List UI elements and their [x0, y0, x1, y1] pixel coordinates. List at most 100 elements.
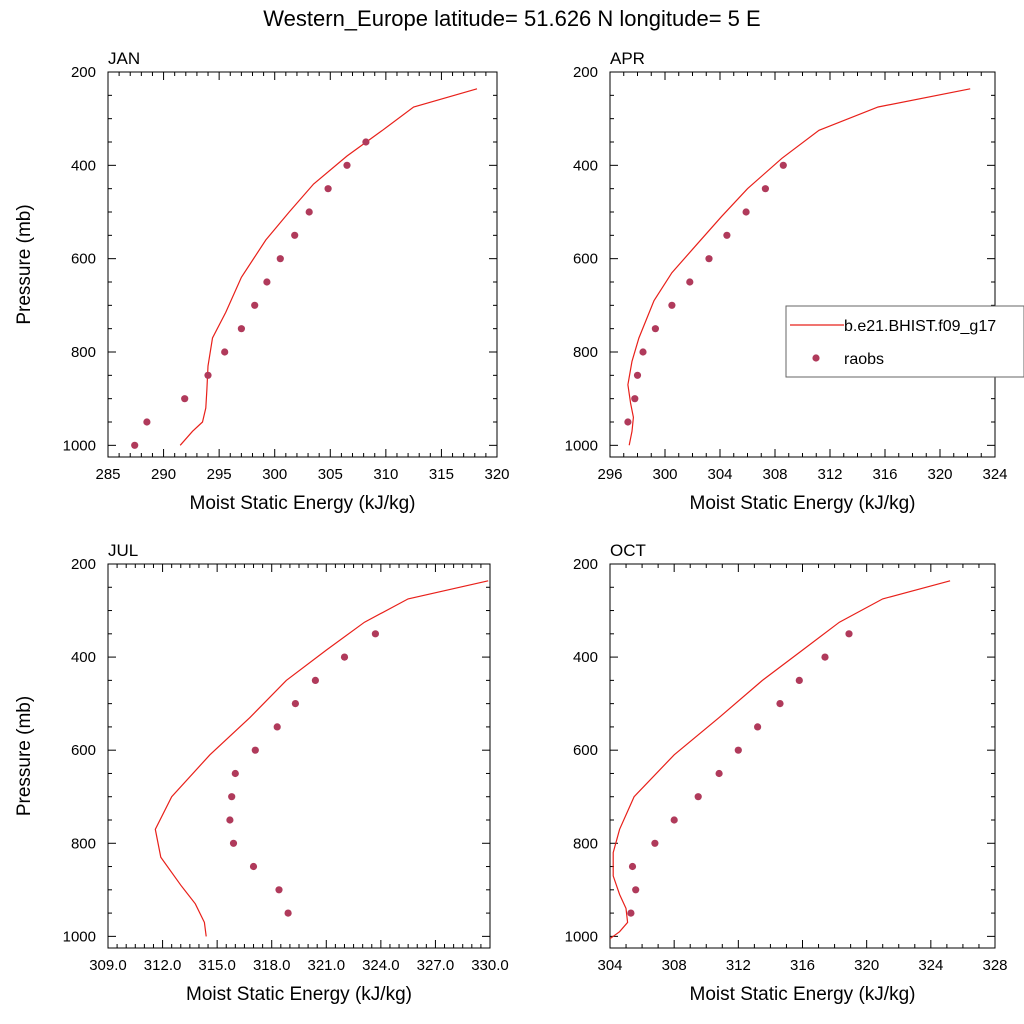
raobs-point: [324, 185, 332, 193]
x-tick-label: 316: [872, 466, 897, 483]
raobs-point: [143, 418, 151, 426]
y-tick-label: 400: [573, 649, 598, 666]
x-tick-label: 312.0: [144, 957, 182, 974]
raobs-point: [284, 909, 292, 917]
x-tick-label: 300: [652, 466, 677, 483]
x-tick-label: 304: [707, 466, 732, 483]
y-axis-label: Pressure (mb): [14, 204, 35, 324]
plot-frame: [609, 563, 996, 949]
y-tick-label: 800: [71, 835, 96, 852]
raobs-point: [251, 301, 259, 309]
raobs-point: [821, 653, 829, 661]
x-tick-label: 320: [484, 466, 509, 483]
model-line: [627, 88, 971, 446]
x-tick-label: 300: [262, 466, 287, 483]
raobs-point: [627, 909, 635, 917]
x-tick-label: 320: [854, 957, 879, 974]
x-tick-label: 312: [817, 466, 842, 483]
x-tick-label: 327.0: [417, 957, 455, 974]
y-tick-label: 800: [573, 835, 598, 852]
plot-frame: [107, 71, 498, 458]
raobs-point: [343, 161, 351, 169]
x-tick-label: 308: [662, 957, 687, 974]
panel-jul: 309.0 312.0 315.0 318.0 321.0 324.0 327.0 330.0…: [14, 541, 509, 1005]
x-tick-label: 324: [918, 957, 943, 974]
raobs-point: [694, 793, 702, 801]
plot-frame: [107, 563, 491, 949]
raobs-point: [761, 185, 770, 193]
x-tick-label: 316: [790, 957, 815, 974]
y-tick-label: 1000: [63, 928, 96, 945]
y-tick-label: 200: [573, 556, 598, 573]
legend-label: b.e21.BHIST.f09_g17: [844, 318, 996, 335]
y-tick-label: 200: [71, 556, 96, 573]
y-tick-label: 600: [71, 742, 96, 759]
raobs-point: [742, 208, 750, 216]
legend-marker-swatch: [812, 354, 820, 362]
raobs-point: [795, 676, 803, 685]
x-tick-label: 312: [726, 957, 751, 974]
y-tick-label: 1000: [63, 437, 96, 454]
raobs-point: [237, 325, 245, 333]
x-tick-label: 305: [318, 466, 343, 483]
y-tick-label: 800: [573, 344, 598, 361]
raobs-point: [131, 441, 139, 449]
model-line: [154, 580, 489, 937]
x-axis-label: Moist Static Energy (kJ/kg): [690, 493, 916, 514]
panel-apr: 296 300 304 308 312 316 320 324 200 400 600 800 1000…: [565, 49, 1024, 514]
panel-title: JUL: [108, 541, 138, 560]
x-tick-label: 296: [597, 466, 622, 483]
panel-title: JAN: [108, 49, 140, 68]
raobs-point: [371, 630, 379, 638]
model-line: [179, 88, 478, 446]
raobs-point: [670, 816, 678, 824]
y-tick-label: 400: [71, 649, 96, 666]
x-axis-label: Moist Static Energy (kJ/kg): [186, 984, 412, 1005]
raobs-point: [633, 371, 642, 379]
raobs-point: [631, 395, 639, 403]
raobs-point: [779, 161, 787, 169]
raobs-point: [845, 630, 853, 638]
raobs-point: [228, 793, 236, 801]
model-line: [610, 580, 951, 940]
raobs-point: [181, 395, 189, 403]
figure-title: Western_Europe latitude= 51.626 N longit…: [263, 6, 760, 31]
x-tick-label: 315.0: [198, 957, 236, 974]
x-tick-label: 320: [927, 466, 952, 483]
panel-title: OCT: [610, 541, 646, 560]
raobs-point: [305, 208, 313, 216]
raobs-point: [668, 301, 676, 309]
x-tick-label: 318.0: [253, 957, 291, 974]
panels: 285 290 295 300 305 310 315 320 200 400 600 800 1000…: [14, 49, 1024, 1005]
y-tick-label: 600: [71, 251, 96, 268]
raobs-point: [276, 255, 284, 263]
raobs-point: [754, 723, 762, 731]
panel-title: APR: [610, 49, 645, 68]
raobs-point: [291, 700, 299, 708]
y-tick-label: 200: [573, 64, 598, 81]
raobs-point: [734, 746, 742, 754]
legend-label: raobs: [844, 351, 884, 368]
x-tick-label: 309.0: [89, 957, 127, 974]
raobs-point: [715, 769, 723, 778]
x-tick-label: 310: [373, 466, 398, 483]
x-tick-label: 330.0: [471, 957, 509, 974]
y-tick-label: 1000: [565, 437, 598, 454]
x-tick-label: 290: [151, 466, 176, 483]
y-tick-label: 600: [573, 742, 598, 759]
raobs-point: [291, 231, 299, 239]
x-tick-label: 324.0: [362, 957, 400, 974]
panel-oct: 304 308 312 316 320 324 328 200 400 600 800 1000 OCT…: [565, 541, 1008, 1005]
y-tick-label: 1000: [565, 928, 598, 945]
x-axis-label: Moist Static Energy (kJ/kg): [190, 493, 416, 514]
y-tick-label: 400: [71, 157, 96, 174]
raobs-point: [229, 839, 238, 847]
raobs-point: [628, 862, 637, 871]
x-tick-label: 285: [95, 466, 120, 483]
x-tick-label: 321.0: [308, 957, 346, 974]
x-tick-label: 304: [597, 957, 622, 974]
raobs-point: [723, 231, 731, 239]
legend-box: [785, 305, 1024, 378]
